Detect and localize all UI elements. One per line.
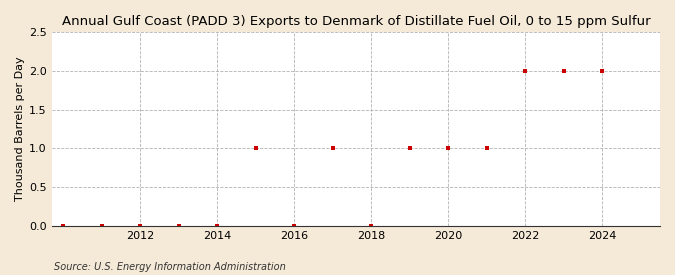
Y-axis label: Thousand Barrels per Day: Thousand Barrels per Day bbox=[15, 57, 25, 201]
Title: Annual Gulf Coast (PADD 3) Exports to Denmark of Distillate Fuel Oil, 0 to 15 pp: Annual Gulf Coast (PADD 3) Exports to De… bbox=[61, 15, 650, 28]
Text: Source: U.S. Energy Information Administration: Source: U.S. Energy Information Administ… bbox=[54, 262, 286, 272]
